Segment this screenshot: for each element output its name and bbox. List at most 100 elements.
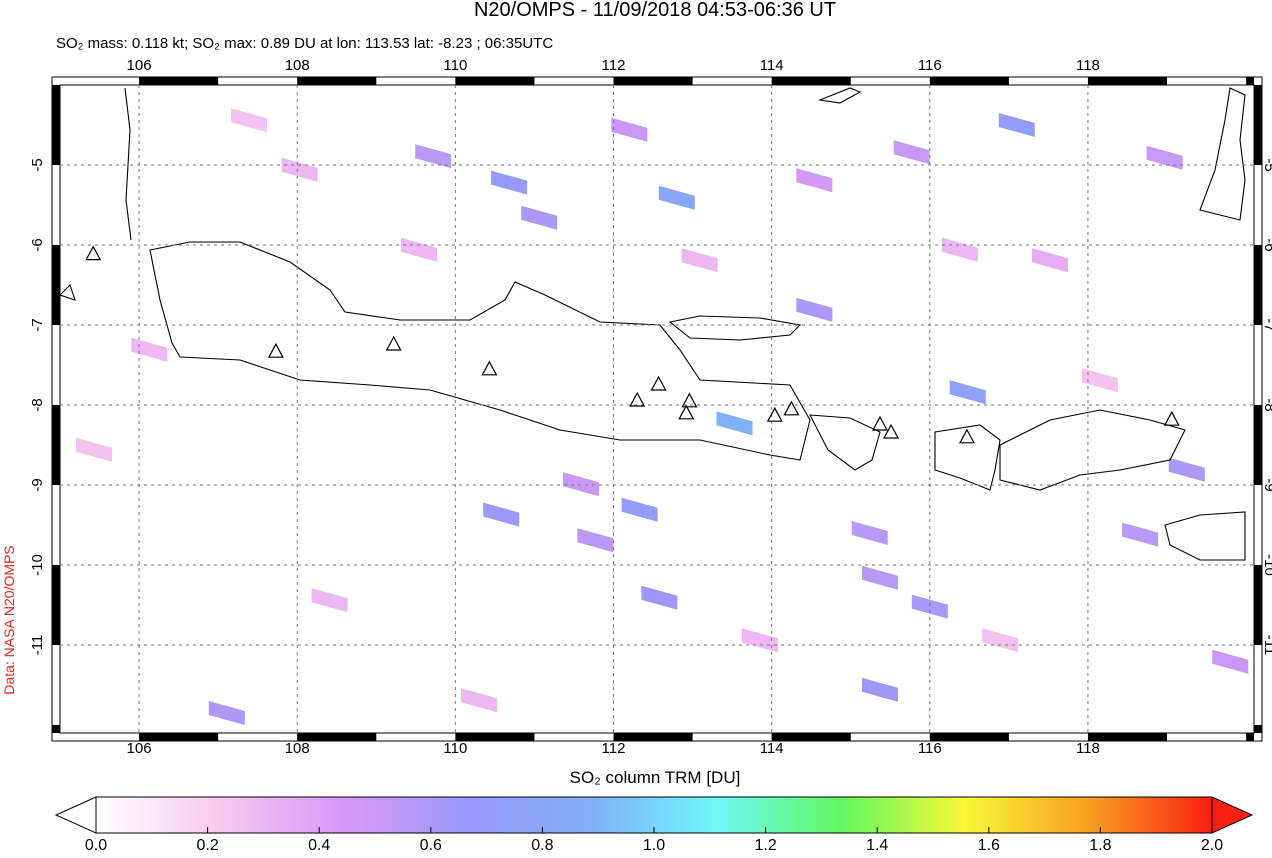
volcano	[650, 375, 667, 391]
colorbar-tick-label: 0.6	[420, 837, 442, 853]
so2-layer	[76, 108, 1249, 725]
border-bar	[771, 733, 851, 741]
y-tick-label: -10	[29, 554, 46, 576]
border-bar	[929, 733, 1009, 741]
volcano	[85, 245, 102, 261]
so2-pixel	[521, 205, 558, 230]
x-tick-label: 116	[918, 740, 942, 757]
coastlines	[60, 87, 1246, 561]
y-tick-label: -11	[1261, 635, 1272, 656]
volcano	[267, 342, 284, 358]
colorbar-over	[1211, 796, 1254, 834]
coastline	[999, 409, 1186, 491]
volcano	[871, 415, 888, 431]
so2-pixel	[716, 411, 753, 436]
so2-pixel	[941, 237, 978, 262]
volcano	[481, 360, 498, 376]
border-bar	[771, 77, 851, 85]
border-bar	[52, 85, 60, 165]
coastline	[809, 414, 881, 471]
frame	[51, 76, 1263, 742]
so2-pixel	[1122, 522, 1159, 547]
so2-pixel	[1081, 368, 1118, 393]
y-tick-label: -5	[29, 158, 46, 171]
border-bar	[297, 77, 377, 85]
coastline	[668, 315, 802, 341]
so2-pixel	[982, 628, 1019, 653]
border-bar	[1087, 77, 1168, 85]
so2-pixel	[893, 140, 930, 165]
so2-pixel	[491, 170, 528, 195]
y-tick-label: -9	[1261, 478, 1272, 491]
subtitle: SO₂ mass: 0.118 kt; SO₂ max: 0.89 DU at …	[56, 35, 553, 52]
border-bar	[1254, 245, 1262, 325]
so2-pixel	[658, 185, 695, 210]
colorbar-tick-label: 1.4	[866, 837, 888, 853]
y-tick-label: -5	[1261, 158, 1272, 171]
x-tick-label: 112	[602, 57, 626, 74]
volcano	[629, 391, 646, 407]
volcano	[385, 335, 402, 351]
border-bar	[1254, 565, 1262, 645]
border-bar	[1246, 733, 1254, 741]
y-tick-label: -6	[1261, 238, 1272, 251]
coastline	[934, 424, 1001, 491]
volcano	[883, 423, 900, 439]
x-tick-label: 106	[127, 740, 152, 757]
colorbar-under	[54, 796, 97, 834]
border-bar	[455, 77, 535, 85]
so2-pixel	[851, 521, 888, 545]
frame-inner	[59, 84, 1255, 734]
x-tick-label: 110	[443, 57, 467, 74]
colorbar-tick-label: 1.0	[643, 837, 665, 853]
y-tick-label: -10	[1261, 554, 1272, 576]
border-bar	[929, 77, 1009, 85]
border-bar	[613, 77, 693, 85]
x-tick-label: 114	[760, 740, 784, 757]
colorbar-tick-label: 0.2	[196, 837, 218, 853]
coastline	[1199, 87, 1246, 221]
x-tick-label: 108	[285, 740, 310, 757]
volcano	[958, 428, 975, 444]
border-bar	[139, 733, 219, 741]
so2-pixel	[911, 594, 948, 619]
so2-pixel	[611, 117, 648, 142]
so2-pixel	[311, 588, 348, 613]
x-tick-label: 110	[443, 740, 467, 757]
border-bar	[1087, 733, 1168, 741]
credit: Data: NASA N20/OMPS	[1, 545, 17, 694]
coastline	[60, 283, 76, 301]
so2-pixel	[461, 688, 498, 713]
title: N20/OMPS - 11/09/2018 04:53-06:36 UT	[474, 0, 836, 21]
so2-pixel	[563, 472, 600, 497]
so2-pixel	[796, 168, 833, 193]
x-tick-label: 116	[918, 57, 942, 74]
volcano	[678, 404, 695, 420]
border-bar	[613, 733, 693, 741]
so2-pixel	[208, 701, 245, 725]
so2-pixel	[131, 337, 168, 362]
colorbar: 0.0 0.2 0.4 0.6 0.8 1.0 1.2 1.4 1.6 1.8 2.0	[54, 796, 1254, 854]
so2-pixel	[861, 677, 898, 702]
border-bar	[297, 733, 377, 741]
colorbar-tick-label: 1.6	[978, 837, 1000, 853]
y-tick-label: -8	[29, 398, 46, 411]
so2-pixel	[1031, 248, 1068, 273]
colorbar-tick-label: 2.0	[1201, 837, 1223, 853]
so2-pixel	[1212, 649, 1249, 674]
x-tick-label: 114	[760, 57, 784, 74]
so2-pixel	[949, 380, 986, 405]
border-bar	[139, 77, 219, 85]
so2-pixel	[796, 297, 833, 322]
so2-pixel	[577, 528, 614, 553]
coastline	[1164, 511, 1246, 561]
colorbar-tick-label: 0.4	[308, 837, 330, 853]
volcano	[681, 392, 698, 408]
x-tick-label: 106	[127, 57, 152, 74]
x-tick-label: 118	[1076, 740, 1100, 757]
border-bar	[1246, 77, 1254, 85]
so2-pixel	[741, 628, 778, 653]
so2-pixel	[621, 497, 658, 522]
colorbar-tick-label: 1.8	[1089, 837, 1111, 853]
so2-pixel	[76, 437, 113, 462]
